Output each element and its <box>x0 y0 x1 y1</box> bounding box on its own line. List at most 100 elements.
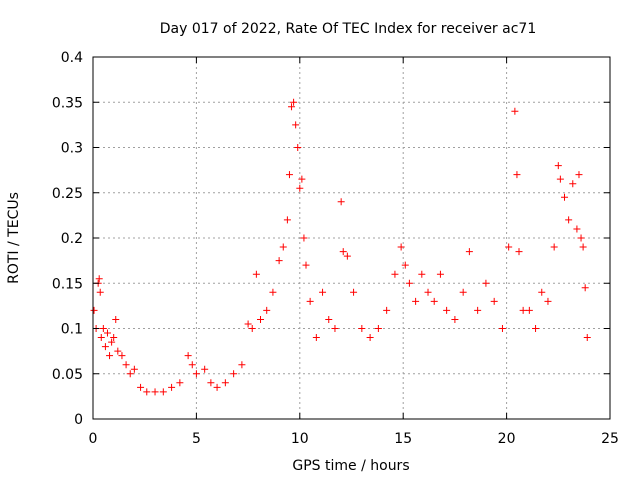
data-point <box>285 171 293 179</box>
data-point <box>112 315 120 323</box>
data-point <box>188 361 196 369</box>
data-point <box>263 306 271 314</box>
data-point <box>302 261 310 269</box>
data-point <box>90 306 98 314</box>
data-point <box>298 175 306 183</box>
x-tick-label: 25 <box>601 431 619 447</box>
y-tick-label: 0.15 <box>52 276 83 292</box>
data-point <box>573 225 581 233</box>
data-point <box>401 261 409 269</box>
y-tick-label: 0.2 <box>61 231 83 247</box>
x-tick-label: 15 <box>394 431 412 447</box>
y-tick-label: 0.35 <box>52 95 83 111</box>
data-point <box>201 365 209 373</box>
x-tick-label: 10 <box>291 431 309 447</box>
data-point <box>325 315 333 323</box>
data-point <box>532 325 540 332</box>
data-point <box>288 103 296 111</box>
data-point <box>207 379 215 387</box>
data-point <box>474 306 482 314</box>
data-point <box>103 329 111 337</box>
data-point <box>331 325 339 332</box>
data-point <box>397 243 405 251</box>
data-point <box>575 171 583 179</box>
data-point <box>126 370 134 378</box>
data-point <box>269 288 277 296</box>
data-point <box>252 270 260 278</box>
grid <box>93 57 610 419</box>
x-tick-label: 5 <box>192 431 201 447</box>
data-point <box>569 180 577 188</box>
data-point <box>525 306 533 314</box>
data-point <box>192 370 200 378</box>
data-point <box>554 162 562 170</box>
data-point <box>556 175 564 183</box>
data-point <box>95 275 103 283</box>
data-point <box>519 306 527 314</box>
data-point <box>459 288 467 296</box>
data-point <box>350 288 358 296</box>
data-point <box>405 279 413 287</box>
data-point <box>101 343 109 351</box>
data-point <box>110 334 118 342</box>
data-point <box>184 352 192 360</box>
data-point <box>96 288 104 296</box>
data-point <box>561 193 569 201</box>
data-point <box>108 338 116 346</box>
data-point <box>581 284 589 292</box>
data-point <box>339 248 347 256</box>
data-point <box>418 270 426 278</box>
data-point <box>244 320 252 328</box>
data-point <box>300 234 308 242</box>
data-point <box>97 334 105 342</box>
data-point <box>515 248 523 256</box>
data-point <box>490 297 498 305</box>
data-point <box>279 243 287 251</box>
data-point <box>296 184 304 192</box>
data-point <box>122 361 130 369</box>
data-point <box>118 352 126 360</box>
data-point <box>168 383 176 391</box>
data-points <box>90 98 591 396</box>
y-tick-label: 0.05 <box>52 367 83 383</box>
x-tick-label: 0 <box>89 431 98 447</box>
y-axis: 0 0.05 0.1 0.15 0.2 0.25 0.3 0.35 0.4 <box>52 50 610 428</box>
data-point <box>343 252 351 260</box>
data-point <box>106 352 114 360</box>
data-point <box>275 257 283 265</box>
y-tick-label: 0.3 <box>61 141 83 157</box>
y-tick-label: 0.1 <box>61 322 83 338</box>
data-point <box>248 325 256 332</box>
y-tick-label: 0.25 <box>52 186 83 202</box>
plot-border <box>92 56 611 420</box>
data-point <box>482 279 490 287</box>
data-point <box>513 171 521 179</box>
x-axis-label: GPS time / hours <box>292 458 409 474</box>
data-point <box>114 347 122 355</box>
data-point <box>151 388 159 396</box>
data-point <box>312 334 320 342</box>
data-point <box>230 370 238 378</box>
data-point <box>583 334 591 342</box>
data-point <box>99 325 107 332</box>
data-point <box>292 121 300 129</box>
data-point <box>511 107 519 115</box>
data-point <box>137 383 145 391</box>
data-point <box>143 388 151 396</box>
data-point <box>451 315 459 323</box>
data-point <box>306 297 314 305</box>
data-point <box>319 288 327 296</box>
data-point <box>579 243 587 251</box>
data-point <box>424 288 432 296</box>
data-point <box>383 306 391 314</box>
data-point <box>505 243 513 251</box>
data-point <box>176 379 184 387</box>
data-point <box>565 216 573 224</box>
data-point <box>358 325 366 332</box>
y-tick-label: 0 <box>74 412 83 428</box>
data-point <box>130 365 138 373</box>
data-point <box>238 361 246 369</box>
data-point <box>374 325 382 332</box>
data-point <box>213 383 221 391</box>
